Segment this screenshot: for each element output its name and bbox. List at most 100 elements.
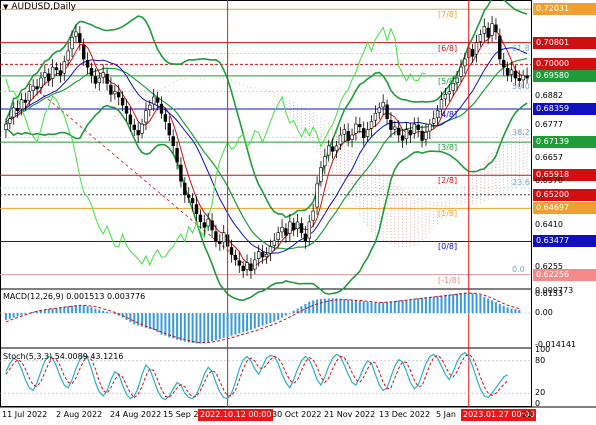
candle-body bbox=[23, 99, 28, 103]
murray-level-label: [7/8] bbox=[438, 10, 458, 20]
macd-bar bbox=[144, 313, 147, 328]
macd-bar bbox=[382, 302, 385, 313]
macd-bar bbox=[28, 313, 31, 314]
candle-body bbox=[54, 67, 59, 71]
candle-body bbox=[210, 220, 214, 231]
candle-body bbox=[517, 78, 522, 82]
macd-bar bbox=[269, 313, 272, 323]
candle-body bbox=[19, 99, 24, 110]
candle-body bbox=[214, 231, 218, 242]
chart-title[interactable]: ▼ AUDUSD,Daily bbox=[3, 2, 76, 12]
candle-body bbox=[455, 77, 459, 83]
candle-body bbox=[268, 246, 273, 254]
candle-body bbox=[167, 123, 171, 136]
macd-bar bbox=[148, 313, 151, 329]
candle-body bbox=[206, 218, 210, 227]
macd-bar bbox=[86, 306, 89, 314]
candle-body bbox=[218, 241, 222, 244]
candle-body bbox=[89, 68, 94, 76]
macd-bar bbox=[164, 313, 167, 336]
candle-body bbox=[128, 114, 133, 125]
macd-bar bbox=[401, 300, 404, 314]
candle-body bbox=[113, 91, 117, 95]
candle-body bbox=[482, 26, 486, 34]
macd-bar bbox=[331, 298, 334, 314]
candle-body bbox=[342, 129, 346, 135]
macd-bar bbox=[12, 313, 15, 318]
macd-bar bbox=[483, 296, 486, 314]
candle-body bbox=[513, 70, 518, 79]
bollinger-lower bbox=[5, 102, 528, 302]
macd-bar bbox=[82, 305, 85, 314]
macd-bar bbox=[234, 313, 237, 335]
bollinger-upper bbox=[5, 0, 528, 219]
price-tag: 0.65918 bbox=[533, 169, 596, 182]
candle-body bbox=[478, 34, 483, 42]
macd-bar bbox=[292, 310, 295, 314]
candle-body bbox=[280, 227, 284, 233]
fib-level-label: 50.0 bbox=[512, 81, 530, 91]
symbol-timeframe: AUDUSD,Daily bbox=[11, 2, 76, 12]
macd-bar bbox=[386, 301, 389, 314]
candle-body bbox=[253, 259, 257, 270]
candle-body bbox=[354, 123, 358, 134]
candle-body bbox=[396, 127, 401, 136]
macd-bar bbox=[300, 306, 303, 314]
candle-body bbox=[501, 59, 506, 68]
macd-bar bbox=[452, 294, 455, 314]
candle-body bbox=[179, 164, 183, 182]
macd-axis-tick: -0.014141 bbox=[535, 340, 577, 349]
candle-body bbox=[295, 221, 300, 230]
price-tag: 0.65200 bbox=[533, 188, 596, 201]
time-axis-tick: 11 Jul 2022 bbox=[2, 410, 48, 419]
macd-bar bbox=[55, 308, 58, 314]
plot-frame bbox=[0, 0, 532, 407]
candle-body bbox=[323, 156, 327, 167]
macd-bar bbox=[440, 295, 443, 314]
macd-bar bbox=[20, 313, 23, 316]
candle-body bbox=[50, 66, 55, 79]
candle-body bbox=[509, 69, 514, 75]
macd-bar bbox=[226, 313, 229, 337]
macd-bar bbox=[257, 313, 260, 328]
macd-bar bbox=[32, 311, 35, 313]
macd-bar bbox=[94, 308, 97, 314]
stoch-main-line bbox=[5, 351, 508, 401]
macd-bar bbox=[409, 299, 412, 314]
macd-bar bbox=[168, 313, 171, 338]
stoch-axis-tick: 0 bbox=[535, 399, 541, 408]
candle-body bbox=[330, 146, 335, 152]
candle-body bbox=[4, 123, 8, 130]
macd-bar bbox=[63, 306, 66, 313]
macd-bar bbox=[463, 292, 466, 313]
candle-body bbox=[490, 23, 494, 36]
dropdown-triangle-icon[interactable]: ▼ bbox=[3, 3, 9, 11]
macd-bar bbox=[67, 306, 70, 314]
macd-bar bbox=[351, 300, 354, 314]
candle-body bbox=[62, 61, 67, 74]
macd-bar bbox=[288, 313, 291, 314]
macd-bar bbox=[4, 313, 7, 320]
candle-body bbox=[443, 94, 448, 100]
candle-body bbox=[120, 97, 125, 106]
price-axis-tick: 0.6410 bbox=[535, 219, 563, 229]
macd-bar bbox=[510, 308, 513, 314]
candle-body bbox=[377, 107, 381, 113]
macd-bar bbox=[518, 309, 521, 314]
macd-bar bbox=[421, 297, 424, 314]
lagging-line bbox=[5, 26, 426, 267]
macd-bar bbox=[222, 313, 225, 338]
candle-body bbox=[385, 104, 389, 120]
candle-body bbox=[350, 134, 354, 140]
candle-body bbox=[416, 124, 420, 130]
macd-bar bbox=[366, 301, 369, 314]
macd-bar bbox=[90, 307, 93, 314]
candle-body bbox=[521, 75, 525, 81]
candle-body bbox=[78, 33, 82, 43]
candle-body bbox=[420, 130, 424, 141]
macd-bar bbox=[47, 309, 50, 314]
price-tag: 0.68359 bbox=[533, 102, 596, 115]
macd-signal-line bbox=[5, 292, 520, 344]
candle-body bbox=[39, 77, 43, 88]
time-axis-tick: 5 Jan bbox=[436, 410, 456, 419]
